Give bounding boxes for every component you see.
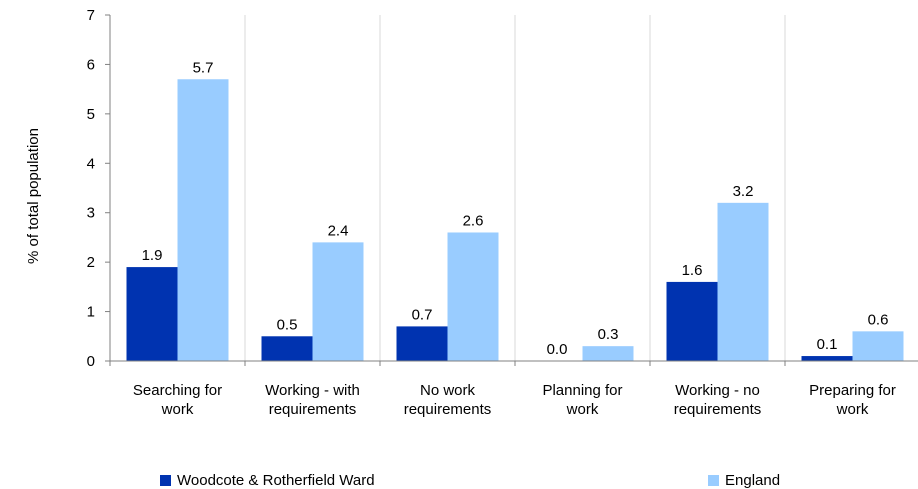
bar (801, 356, 853, 361)
category-label: No work (420, 382, 476, 399)
data-label: 0.7 (412, 306, 433, 323)
data-label: 0.3 (598, 326, 619, 343)
bar (177, 79, 229, 361)
bar (396, 326, 448, 361)
legend-label: England (725, 472, 780, 489)
bar (447, 232, 499, 361)
data-label: 0.6 (868, 311, 889, 328)
data-label: 2.4 (328, 222, 349, 239)
y-tick-label: 0 (87, 353, 95, 370)
bar (261, 336, 313, 361)
data-label: 2.6 (463, 212, 484, 229)
bar (852, 331, 904, 361)
data-label: 5.7 (193, 59, 214, 76)
category-label: Working - with (265, 382, 360, 399)
bar (312, 242, 364, 361)
y-tick-label: 3 (87, 205, 95, 222)
category-label: work (161, 401, 194, 418)
category-label: Preparing for (809, 382, 896, 399)
y-tick-labels: 0 1 2 3 4 5 6 7 (87, 7, 95, 370)
legend: Woodcote & Rotherfield Ward England (160, 472, 780, 489)
bar (717, 202, 769, 361)
category-label: requirements (404, 401, 492, 418)
data-label: 0.5 (277, 316, 298, 333)
y-tick-label: 5 (87, 106, 95, 123)
legend-swatch (160, 475, 171, 486)
y-axis-label: % of total population (25, 128, 42, 264)
bar (582, 346, 634, 361)
bars (126, 79, 904, 361)
category-label: Planning for (542, 382, 622, 399)
data-label: 1.9 (142, 247, 163, 264)
category-label: work (836, 401, 869, 418)
bar (126, 267, 178, 361)
category-labels: Searching for work Working - with requireme… (133, 382, 896, 418)
legend-swatch (708, 475, 719, 486)
data-label: 0.0 (547, 341, 568, 358)
y-tick-label: 6 (87, 56, 95, 73)
y-tick-label: 2 (87, 254, 95, 271)
category-label: requirements (674, 401, 762, 418)
category-label: Working - no (675, 382, 760, 399)
y-tick-label: 7 (87, 7, 95, 24)
data-label: 3.2 (733, 183, 754, 200)
data-labels: 1.9 5.7 0.5 2.4 0.7 2.6 0.0 0.3 1.6 3.2 0.1 0.6 (142, 59, 889, 358)
data-label: 0.1 (817, 336, 838, 353)
data-label: 1.6 (682, 262, 703, 279)
legend-label: Woodcote & Rotherfield Ward (177, 472, 375, 489)
y-tick-label: 4 (87, 155, 95, 172)
category-label: requirements (269, 401, 357, 418)
category-label: work (566, 401, 599, 418)
gridlines (244, 15, 786, 361)
axes (105, 14, 918, 366)
bar (666, 281, 718, 361)
category-label: Searching for (133, 382, 222, 399)
y-tick-label: 1 (87, 304, 95, 321)
